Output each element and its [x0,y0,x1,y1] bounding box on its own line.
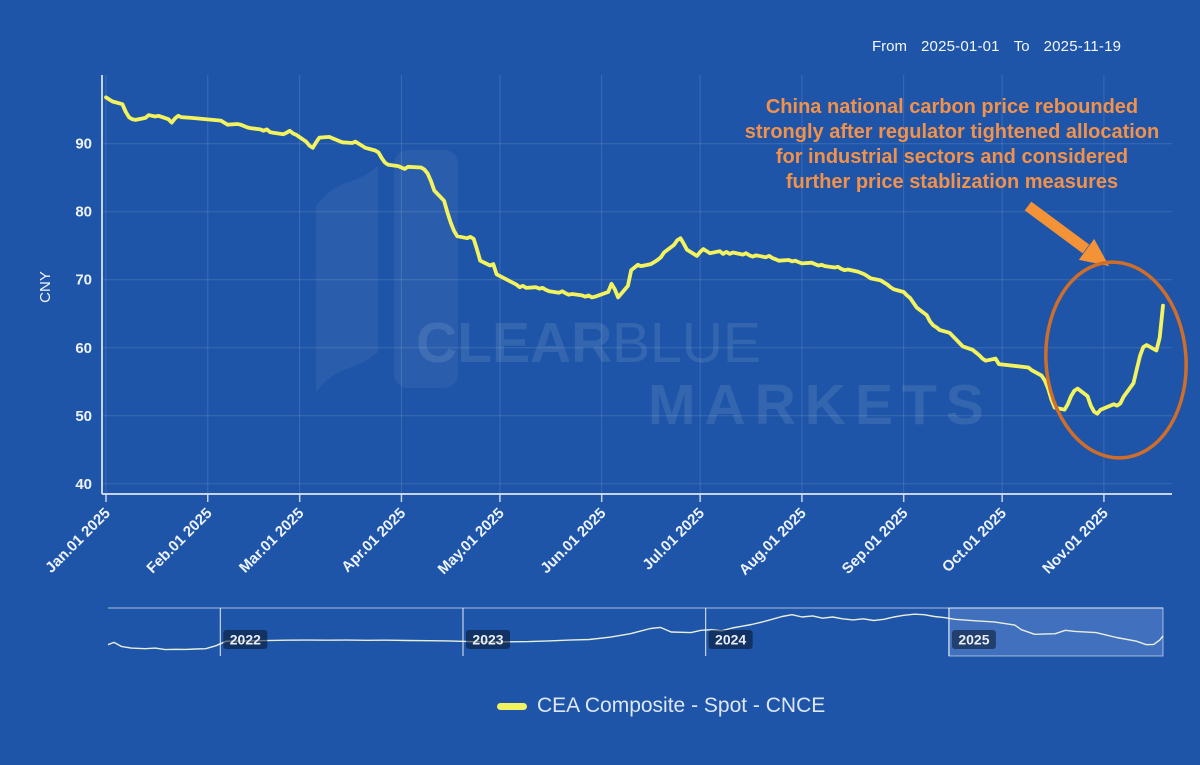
price-line [104,95,1165,416]
clearblue-flag-logo-icon [316,166,378,392]
annotation-line: further price stablization measures [785,171,1119,193]
watermark-word-clear: CLEAR [416,311,612,375]
from-label: From [872,38,907,55]
watermark-word-blue: BLUE [612,311,761,375]
x-tick-label: Sep.01 2025 [839,505,912,578]
x-tick-label: Nov.01 2025 [1039,505,1112,578]
x-tick-label: Oct.01 2025 [939,505,1010,576]
watermark-word-markets: MARKETS [648,373,993,437]
y-tick-label: 50 [75,408,92,425]
x-tick-label: Aug.01 2025 [736,505,810,579]
annotation-line: for industrial sectors and considered [775,146,1129,168]
annotation-callout: China national carbon price rebounded st… [706,95,1198,195]
navigator-year-label: 2025 [958,632,989,648]
annotation-arrow-icon [1078,238,1109,266]
chart-grid [102,75,1172,494]
x-tick-label: Apr.01 2025 [338,505,409,576]
annotation-line: China national carbon price rebounded [765,96,1139,118]
annotation-line: strongly after regulator tightened alloc… [744,121,1160,143]
y-tick-label: 70 [75,272,92,289]
to-date-field[interactable]: 2025-11-19 [1043,38,1122,55]
x-tick-label: Jun.01 2025 [537,505,609,577]
annotation-graphics [1024,201,1188,460]
clearblue-markets-watermark: CLEAR BLUE MARKETS [316,150,993,437]
date-range-bar: From 2025-01-01 To 2025-11-19 [872,38,1121,55]
highlight-ellipse [1044,260,1188,460]
clearblue-flag-logo-icon [394,150,458,388]
navigator-year-badge [708,630,753,649]
x-tick-label: Mar.01 2025 [236,505,308,577]
x-tick-label: Jan.01 2025 [42,505,114,577]
navigator-year-badge [951,630,996,649]
series-layer [104,95,1165,416]
navigator-year-badge [465,630,510,649]
y-tick-label: 90 [75,136,92,153]
navigator-selection-border[interactable] [948,607,1164,657]
y-axis-title: CNY [37,271,54,303]
range-navigator[interactable]: 2022 2023 2024 2025 [107,607,1164,657]
to-label: To [1013,38,1030,55]
navigator-year-label: 2022 [230,632,261,648]
x-tick-label: Jul.01 2025 [639,505,708,574]
legend-item-cea-composite[interactable]: CEA Composite - Spot - CNCE [497,694,825,718]
y-tick-label: 80 [75,204,92,221]
x-tick-label: May.01 2025 [435,505,508,578]
navigator-year-label: 2024 [715,632,746,648]
series-legend-label: CEA Composite - Spot - CNCE [537,694,826,717]
y-tick-label: 60 [75,340,92,357]
annotation-arrow-icon [1024,201,1090,254]
navigator-year-label: 2023 [472,632,503,648]
series-color-swatch [497,702,527,710]
navigator-year-badge [223,630,268,649]
y-tick-label: 40 [75,476,92,493]
from-date-field[interactable]: 2025-01-01 [921,38,1000,55]
x-tick-label: Feb.01 2025 [143,505,215,577]
